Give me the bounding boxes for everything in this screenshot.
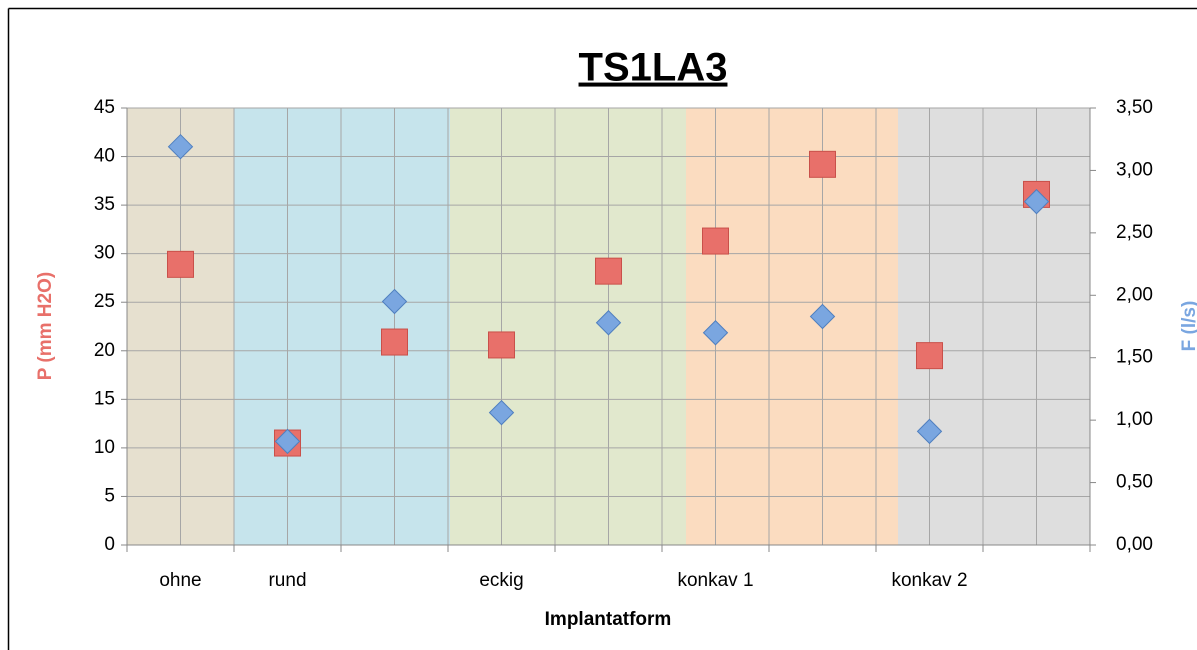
y-tick-label: 10 bbox=[94, 437, 115, 458]
band-rund bbox=[234, 108, 450, 545]
diamond-marker bbox=[916, 418, 943, 445]
diamond-marker bbox=[595, 310, 622, 336]
square-marker bbox=[702, 227, 729, 255]
y-tick-label: 0 bbox=[104, 534, 115, 555]
y2-tick-label: 2,00 bbox=[1116, 284, 1153, 305]
diamond-marker bbox=[1023, 188, 1050, 215]
x-tick-label: ohne bbox=[159, 570, 201, 591]
y-axis-label: P (mm H2O) bbox=[35, 272, 56, 380]
background-bands bbox=[127, 108, 1090, 545]
chart-title: TS1LA3 bbox=[579, 46, 728, 90]
y-tick-label: 45 bbox=[94, 97, 115, 118]
y2-tick-label: 2,50 bbox=[1116, 222, 1153, 243]
diamond-marker bbox=[809, 303, 836, 330]
y2-tick-label: 0,00 bbox=[1116, 534, 1153, 555]
y-tick-label: 40 bbox=[94, 146, 115, 167]
y2-tick-label: 3,50 bbox=[1116, 97, 1153, 118]
y-tick-label: 30 bbox=[94, 243, 115, 264]
y-tick-label: 25 bbox=[94, 291, 115, 312]
diamond-marker bbox=[702, 320, 729, 346]
diamond-marker bbox=[381, 288, 408, 315]
band-konkav2 bbox=[898, 108, 1090, 545]
square-marker bbox=[488, 331, 515, 359]
y2-tick-label: 1,00 bbox=[1116, 409, 1153, 430]
y-tick-label: 15 bbox=[94, 388, 115, 409]
square-marker bbox=[916, 342, 943, 370]
square-marker bbox=[167, 250, 194, 278]
x-tick-label: konkav 2 bbox=[891, 570, 967, 591]
x-tick-label: eckig bbox=[479, 570, 523, 591]
diamond-marker bbox=[488, 399, 515, 426]
y-tick-label: 5 bbox=[104, 485, 115, 506]
y-tick-label: 20 bbox=[94, 340, 115, 361]
x-tick-label: konkav 1 bbox=[677, 570, 753, 591]
y2-tick-label: 3,00 bbox=[1116, 159, 1153, 180]
y2-tick-label: 1,50 bbox=[1116, 347, 1153, 368]
square-marker bbox=[595, 257, 622, 285]
diamond-marker bbox=[274, 428, 301, 455]
square-marker bbox=[381, 328, 408, 356]
diamond-marker bbox=[167, 133, 194, 160]
square-marker bbox=[809, 150, 836, 178]
band-eckig bbox=[450, 108, 686, 545]
y-tick-label: 35 bbox=[94, 194, 115, 215]
x-tick-label: rund bbox=[268, 570, 306, 591]
x-axis-label: Implantatform bbox=[545, 609, 672, 630]
y2-tick-label: 0,50 bbox=[1116, 472, 1153, 493]
y2-axis-label: F (l/s) bbox=[1179, 301, 1197, 352]
